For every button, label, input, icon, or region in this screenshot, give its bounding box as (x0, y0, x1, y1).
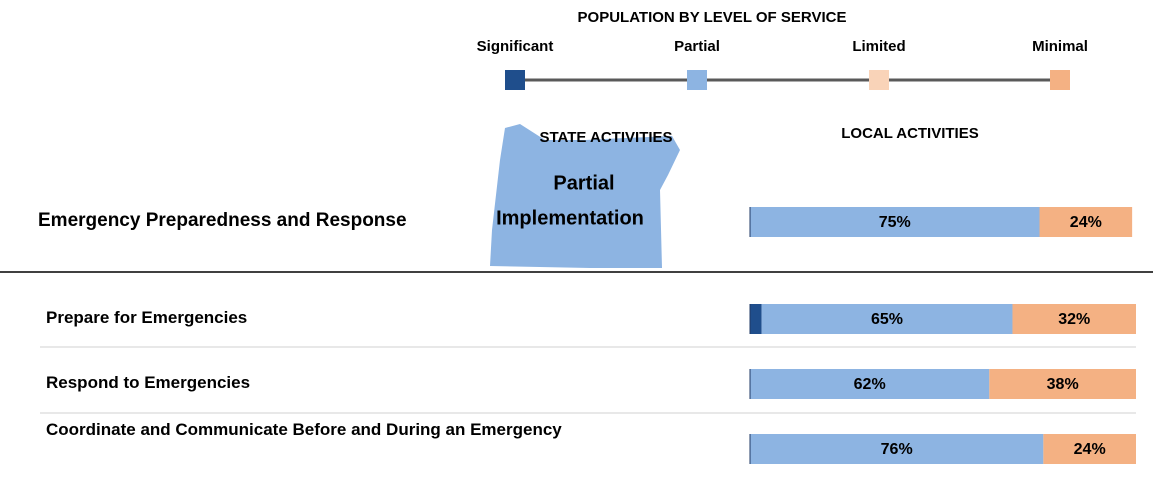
legend-label: Partial (674, 38, 720, 55)
chart-title: POPULATION BY LEVEL OF SERVICE (578, 9, 847, 26)
value-label: 32% (1058, 311, 1090, 328)
value-label: 62% (854, 376, 886, 393)
bar-segment (750, 434, 1044, 464)
annotation: Partial (553, 172, 614, 194)
bar-segment (1039, 207, 1133, 237)
bar-segment (761, 304, 1013, 334)
annotation: STATE ACTIVITIES (539, 129, 672, 146)
value-label: 24% (1074, 441, 1106, 458)
legend-swatch (869, 70, 889, 90)
legend-label: Limited (852, 38, 905, 55)
legend-label: Minimal (1032, 38, 1088, 55)
annotation: LOCAL ACTIVITIES (841, 125, 979, 142)
value-label: 65% (871, 311, 903, 328)
bar-segment (750, 304, 762, 334)
value-label: 38% (1047, 376, 1079, 393)
bar-segment (750, 207, 1040, 237)
category-label: Coordinate and Communicate Before and Du… (46, 420, 562, 439)
oregon-shape (490, 124, 680, 268)
value-label: 76% (881, 441, 913, 458)
value-label: 75% (879, 214, 911, 231)
annotation: Implementation (496, 207, 644, 229)
legend-swatch (505, 70, 525, 90)
bar-segment (1043, 434, 1136, 464)
category-label: Emergency Preparedness and Response (38, 210, 407, 231)
category-label: Respond to Emergencies (46, 373, 251, 392)
legend-label: Significant (477, 38, 554, 55)
bar-segment (989, 369, 1136, 399)
category-label: Prepare for Emergencies (46, 308, 248, 327)
legend-swatch (687, 70, 707, 90)
value-label: 24% (1070, 214, 1102, 231)
bar-segment (750, 369, 990, 399)
legend-swatch (1050, 70, 1070, 90)
bar-segment (1012, 304, 1136, 334)
